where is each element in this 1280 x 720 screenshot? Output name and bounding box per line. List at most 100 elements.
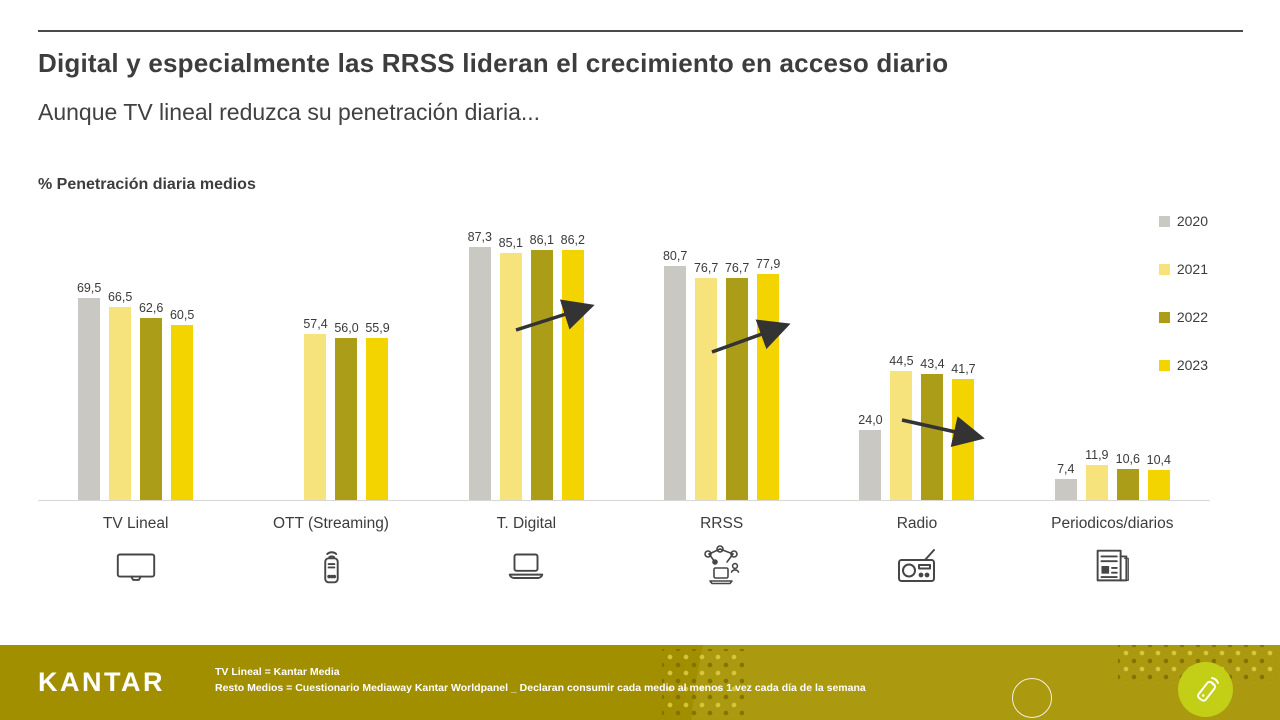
chart-group: 80,7 76,7 76,7 77,9 RRSS [624, 210, 819, 589]
bar-cluster: 87,3 85,1 86,1 86,2 [467, 210, 585, 500]
tv-icon [113, 543, 159, 589]
bar-value-label: 10,6 [1115, 452, 1140, 466]
bar-value-label: 55,9 [365, 321, 390, 335]
bar-value-label: 7,4 [1057, 462, 1075, 476]
legend-label: 2022 [1176, 309, 1208, 325]
bar [859, 430, 882, 500]
bar-value-label: 80,7 [662, 249, 688, 263]
footer-note-line2: Resto Medios = Cuestionario Mediaway Kan… [215, 682, 866, 694]
bar [335, 338, 358, 500]
footer: KANTAR TV Lineal = Kantar Media Resto Me… [0, 645, 1280, 720]
newspaper-icon [1089, 543, 1135, 589]
chart-group: 57,4 56,0 55,9 OTT (Streaming) [233, 210, 428, 589]
kantar-logo: KANTAR [38, 667, 165, 697]
bar-value-label: 62,6 [138, 301, 164, 315]
decor-ring-circle [1012, 678, 1052, 718]
legend-item: 2020 [1158, 213, 1208, 229]
bar-cluster: 24,0 44,5 43,4 41,7 [858, 210, 976, 500]
footer-note-line1: TV Lineal = Kantar Media [215, 666, 340, 678]
newspaper-icon [1096, 549, 1130, 582]
legend-label: 2023 [1176, 357, 1208, 373]
bar [499, 253, 522, 500]
bar [664, 266, 687, 500]
slide-subtitle: Aunque TV lineal reduzca su penetración … [38, 99, 541, 125]
footer-dots-left [662, 649, 744, 717]
radio-icon [893, 543, 941, 589]
bar-value-label: 87,3 [467, 230, 492, 244]
legend-item: 2021 [1158, 261, 1208, 277]
bar-value-label: 43,4 [920, 357, 945, 371]
bar-cluster: 7,4 11,9 10,6 10,4 [1054, 210, 1171, 500]
legend: 2020 2021 2022 2023 [1158, 213, 1208, 405]
bar [109, 307, 132, 500]
category-label: RRSS [700, 515, 744, 532]
category-label: T. Digital [496, 515, 557, 532]
bar-value-label: 86,1 [529, 233, 554, 247]
bar [952, 379, 975, 500]
slide-title: Digital y especialmente las RRSS lideran… [38, 48, 949, 78]
bar-value-label: 76,7 [693, 261, 719, 275]
bar-value-label: 24,0 [858, 413, 883, 427]
bar [468, 247, 491, 500]
legend-swatch [1158, 311, 1170, 323]
social-network-icon [697, 543, 747, 589]
bar [757, 274, 780, 500]
legend-item: 2023 [1158, 357, 1208, 373]
bar [561, 250, 584, 500]
bar-cluster: 69,5 66,5 62,6 60,5 [76, 210, 194, 500]
legend-label: 2021 [1176, 261, 1208, 277]
bar-value-label: 57,4 [303, 317, 328, 331]
chart-baseline [38, 500, 1210, 501]
top-rule [38, 30, 1243, 32]
category-label: Radio [896, 515, 938, 532]
radio-icon [897, 549, 935, 582]
bar-value-label: 77,9 [755, 257, 781, 271]
bar [1147, 470, 1170, 500]
legend-swatch [1158, 359, 1170, 371]
bar [171, 325, 194, 500]
social-network-icon [703, 545, 739, 585]
bar-value-label: 56,0 [334, 321, 359, 335]
bar [890, 371, 913, 500]
bar [78, 298, 101, 500]
footer-notes: TV Lineal = Kantar Media Resto Medios = … [215, 664, 866, 696]
bar-value-label: 44,5 [889, 354, 914, 368]
bar [304, 334, 327, 500]
chart-group: 87,3 85,1 86,1 86,2 T. Digital [429, 210, 624, 589]
remote-badge [1178, 662, 1233, 717]
category-label: OTT (Streaming) [272, 515, 389, 532]
tv-icon [116, 553, 155, 581]
remote-control-icon [1196, 676, 1219, 702]
category-label: Periodicos/diarios [1051, 515, 1174, 532]
chart-group: 69,5 66,5 62,6 60,5 TV Lineal [38, 210, 233, 589]
bar-value-label: 66,5 [107, 290, 133, 304]
bar-value-label: 86,2 [560, 233, 585, 247]
bar-cluster: 80,7 76,7 76,7 77,9 [662, 210, 781, 500]
legend-swatch [1158, 215, 1170, 227]
chart-group: 7,4 11,9 10,6 10,4 Periodicos/diarios [1015, 210, 1210, 589]
category-label: TV Lineal [102, 515, 169, 532]
streaming-remote-icon [324, 551, 339, 584]
bar-value-label: 76,7 [724, 261, 750, 275]
bar [366, 338, 389, 500]
streaming-remote-icon [308, 543, 354, 589]
bar [1054, 479, 1077, 500]
chart-groups: 69,5 66,5 62,6 60,5 TV Lineal 57,4 56,0 55,9 OT… [38, 210, 1210, 589]
bar-value-label: 85,1 [498, 236, 523, 250]
bar [140, 318, 163, 500]
bar [726, 278, 749, 500]
bar [921, 374, 944, 500]
bar [1085, 465, 1108, 500]
legend-item: 2022 [1158, 309, 1208, 325]
chart-group: 24,0 44,5 43,4 41,7 Radio [819, 210, 1014, 589]
bar [530, 250, 553, 500]
legend-swatch [1158, 263, 1170, 275]
bar [695, 278, 718, 500]
chart-heading: % Penetración diaria medios [38, 176, 256, 193]
bar-value-label: 69,5 [76, 281, 102, 295]
bar-value-label: 10,4 [1146, 453, 1171, 467]
bar-chart: 69,5 66,5 62,6 60,5 TV Lineal 57,4 56,0 55,9 OT… [38, 210, 1210, 589]
laptop-icon [503, 543, 549, 589]
laptop-icon [509, 553, 544, 579]
legend-label: 2020 [1176, 213, 1208, 229]
